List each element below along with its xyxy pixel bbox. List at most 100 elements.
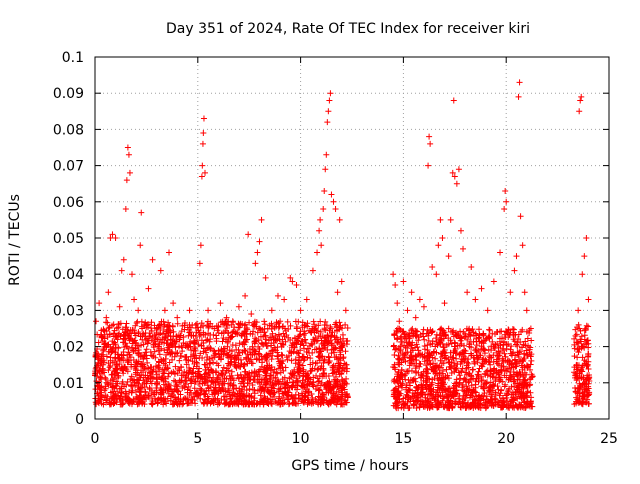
data-point [263, 370, 270, 377]
data-point [338, 370, 345, 377]
data-point [246, 385, 253, 392]
data-point [422, 394, 429, 401]
data-point [523, 307, 530, 314]
data-point [426, 133, 433, 140]
data-point [293, 323, 300, 330]
data-point [424, 357, 431, 364]
data-point [129, 326, 136, 333]
data-point [451, 399, 458, 406]
data-point [323, 384, 330, 391]
data-point [181, 368, 188, 375]
data-point [574, 354, 581, 361]
data-point [501, 338, 508, 345]
data-point [497, 390, 504, 397]
data-point [298, 357, 305, 364]
data-point [416, 296, 423, 303]
data-point [297, 341, 304, 348]
data-point [469, 326, 476, 333]
data-point [585, 350, 592, 357]
data-point [281, 333, 288, 340]
data-point [465, 360, 472, 367]
data-point [212, 378, 219, 385]
data-point [323, 389, 330, 396]
data-point [185, 396, 191, 403]
data-point [272, 337, 279, 344]
data-point [316, 227, 323, 234]
data-point [185, 383, 192, 390]
data-point [519, 381, 526, 388]
data-point [452, 365, 459, 372]
data-point [176, 357, 183, 364]
data-point [517, 389, 524, 396]
data-point [193, 355, 200, 362]
data-point [311, 346, 318, 353]
data-point [585, 296, 592, 303]
data-point [132, 337, 139, 344]
data-point [224, 365, 231, 372]
data-point [101, 343, 108, 350]
data-point [211, 348, 218, 355]
data-point [273, 337, 280, 344]
data-point [317, 348, 324, 355]
data-point [139, 381, 146, 388]
data-point [291, 400, 298, 407]
data-point [574, 366, 581, 373]
data-point [204, 398, 211, 405]
x-tick-label: 10 [292, 431, 310, 447]
data-point [500, 399, 507, 406]
data-point [338, 376, 345, 383]
data-point [220, 335, 227, 342]
data-point [508, 373, 515, 380]
data-point [439, 235, 446, 241]
data-point [170, 300, 177, 307]
data-point [299, 377, 306, 384]
data-point [244, 360, 251, 367]
data-point [203, 337, 210, 344]
data-point [390, 343, 397, 350]
data-point [262, 332, 269, 339]
data-point [135, 307, 142, 314]
data-point [148, 325, 155, 332]
data-point [184, 386, 191, 393]
data-point [426, 383, 433, 390]
data-point [240, 383, 247, 390]
data-point [344, 365, 351, 372]
data-point [129, 271, 136, 278]
data-point [215, 362, 222, 369]
data-point [197, 395, 204, 402]
data-point [98, 392, 105, 399]
data-point [503, 328, 510, 335]
data-point [265, 389, 272, 396]
data-point [448, 365, 455, 372]
data-point [521, 376, 528, 383]
data-point [409, 393, 416, 400]
data-point [504, 359, 511, 366]
data-point [101, 394, 108, 401]
data-point [118, 364, 125, 371]
data-point [332, 399, 339, 406]
data-point [271, 366, 278, 373]
data-point [304, 354, 311, 361]
data-point [519, 364, 526, 371]
data-point [449, 328, 456, 335]
data-point [502, 334, 509, 341]
data-point [240, 374, 247, 381]
data-point [165, 373, 172, 380]
y-tick-label: 0 [75, 412, 84, 428]
data-point [207, 366, 214, 373]
data-point [210, 331, 217, 338]
data-point [251, 347, 258, 354]
data-point [337, 383, 344, 390]
data-point [262, 366, 269, 373]
data-point [181, 354, 188, 361]
data-point [161, 381, 168, 388]
data-point [395, 361, 402, 368]
data-point [452, 331, 459, 338]
data-point [184, 400, 191, 407]
data-point [242, 292, 249, 299]
data-point [174, 383, 181, 390]
data-point [428, 381, 435, 388]
data-point [470, 338, 477, 345]
data-point [519, 344, 526, 351]
data-point [514, 339, 521, 346]
